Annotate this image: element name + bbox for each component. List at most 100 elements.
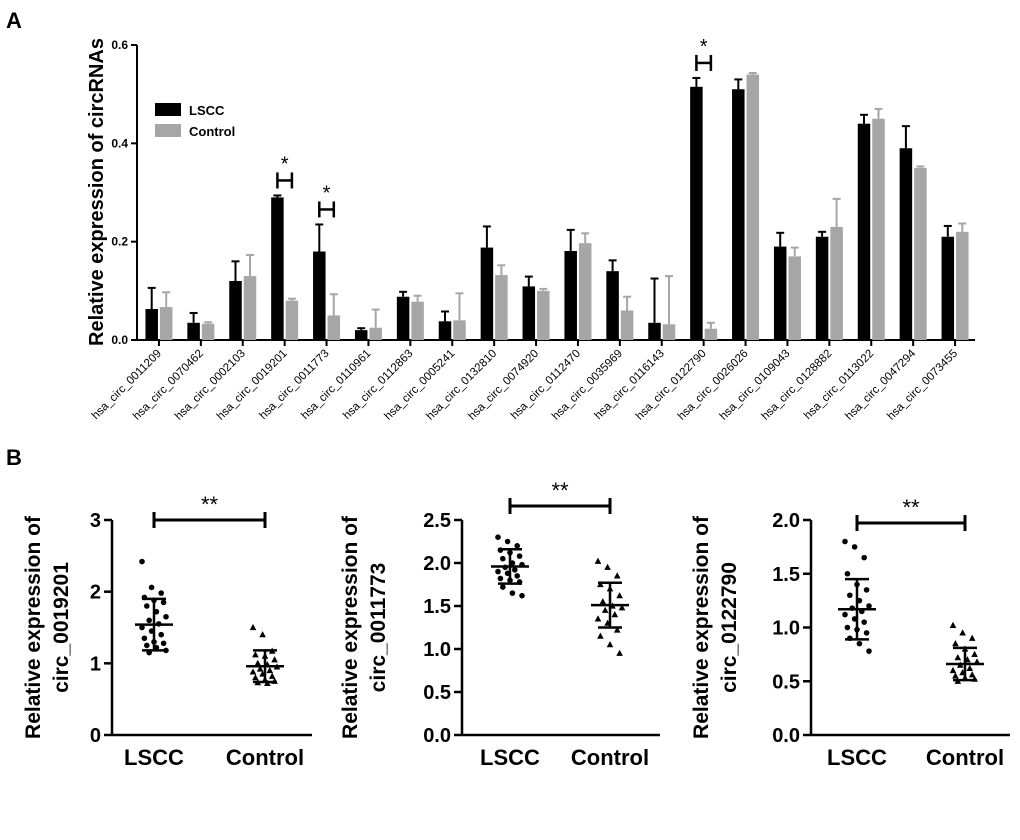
data-point-lscc	[514, 573, 520, 579]
x-tick-label: hsa_circ_0074920	[466, 348, 541, 423]
bar-lscc	[732, 89, 745, 340]
bar-lscc	[271, 197, 284, 340]
bar-lscc	[313, 251, 326, 340]
bar-control	[662, 324, 676, 340]
x-category-label: LSCC	[827, 745, 887, 770]
y-tick-label: 0.0	[423, 725, 451, 747]
x-tick-label: hsa_circ_0113022	[802, 348, 876, 422]
x-tick-label: hsa_circ_0047294	[843, 347, 918, 422]
significance-label: **	[902, 495, 920, 520]
bar-lscc	[941, 236, 955, 340]
bar-lscc	[773, 246, 787, 340]
data-point-lscc	[844, 624, 851, 631]
bar-control	[746, 74, 760, 340]
data-point-control	[613, 572, 621, 579]
data-point-control	[613, 626, 621, 633]
data-point-lscc	[160, 640, 167, 647]
bar-lscc	[438, 321, 452, 340]
y-tick-label: 0.4	[111, 136, 128, 150]
panel-b2-scatter: 0.0 0.5 1.0 1.5 2.0 2.5 Relative expression of…	[339, 478, 660, 770]
panel-a-label: A	[6, 8, 22, 33]
data-point-lscc	[847, 592, 853, 599]
x-tick-label: hsa_circ_0110961	[299, 348, 373, 422]
bar-control	[830, 226, 843, 340]
bar-control	[620, 310, 634, 340]
data-point-control	[618, 604, 626, 611]
x-tick-label: hsa_circ_0005241	[382, 348, 457, 423]
significance-label: **	[551, 478, 569, 503]
data-point-lscc	[497, 575, 504, 582]
data-point-lscc	[863, 630, 870, 636]
y-tick-label: 2.5	[423, 510, 451, 532]
data-point-lscc	[856, 640, 863, 647]
data-point-lscc	[160, 599, 167, 606]
data-point-lscc	[500, 555, 506, 562]
panel-b-label: B	[6, 445, 22, 470]
x-tick-label: hsa_circ_0128882	[760, 348, 835, 423]
data-point-lscc	[144, 603, 150, 609]
bar-control	[369, 327, 382, 340]
x-category-label: LSCC	[124, 745, 184, 770]
bar-control	[495, 275, 508, 340]
data-point-lscc	[163, 613, 169, 620]
data-point-control	[601, 606, 609, 613]
y-tick-label: 2.0	[423, 553, 451, 575]
y-tick-label: 2.0	[772, 510, 800, 532]
data-point-lscc	[144, 642, 150, 649]
y-axis-label-line1: Relative expression of	[22, 515, 45, 739]
y-tick-label: 0.0	[111, 333, 128, 347]
x-tick-label: hsa_circ_0002103	[173, 348, 248, 423]
data-point-control	[604, 563, 611, 570]
data-point-lscc	[512, 567, 518, 573]
bar-lscc	[815, 236, 829, 340]
data-point-lscc	[500, 584, 506, 590]
data-point-control	[594, 557, 602, 564]
data-point-control	[959, 629, 966, 636]
data-point-control	[616, 592, 623, 599]
x-category-label: Control	[226, 745, 304, 770]
data-point-lscc	[514, 543, 520, 549]
bar-lscc	[690, 86, 703, 341]
data-point-control	[599, 598, 607, 605]
x-tick-label: hsa_circ_0026026	[676, 348, 751, 423]
data-point-lscc	[139, 624, 145, 631]
data-point-control	[611, 611, 619, 618]
significance-label: *	[281, 153, 289, 175]
x-category-label: LSCC	[480, 745, 540, 770]
legend-swatch-lscc	[155, 103, 181, 116]
legend-swatch-control	[155, 124, 181, 137]
data-point-control	[968, 634, 976, 641]
data-point-lscc	[863, 587, 870, 593]
bar-lscc	[648, 322, 661, 340]
x-tick-label: hsa_circ_0011773	[257, 348, 331, 422]
x-tick-label: hsa_circ_0109043	[718, 348, 793, 423]
data-point-control	[249, 623, 257, 631]
legend-label-lscc: LSCC	[189, 103, 225, 118]
data-point-control	[966, 664, 974, 671]
bar-lscc	[145, 309, 158, 340]
y-axis-label-line1: Relative expression of	[690, 515, 713, 739]
bar-control	[914, 167, 927, 340]
data-point-lscc	[844, 570, 851, 577]
y-axis-label-line1: Relative expression of	[339, 515, 362, 739]
data-point-control	[249, 668, 257, 675]
bar-control	[159, 307, 173, 340]
data-point-lscc	[158, 590, 164, 596]
bar-control	[285, 300, 299, 340]
bar-lscc	[899, 148, 913, 340]
data-point-lscc	[866, 603, 872, 609]
data-point-control	[949, 621, 957, 628]
bar-control	[243, 276, 257, 340]
bar-lscc	[187, 322, 200, 340]
bar-lscc	[480, 247, 494, 340]
data-point-control	[616, 649, 623, 656]
data-point-control	[259, 631, 266, 638]
x-tick-label: hsa_circ_0019201	[215, 348, 290, 423]
data-point-lscc	[516, 553, 523, 559]
bar-control	[453, 320, 466, 340]
data-point-control	[968, 671, 976, 678]
bar-control	[872, 118, 885, 340]
y-axis-label-line2: circ_0019201	[50, 562, 73, 693]
data-point-lscc	[504, 538, 511, 545]
